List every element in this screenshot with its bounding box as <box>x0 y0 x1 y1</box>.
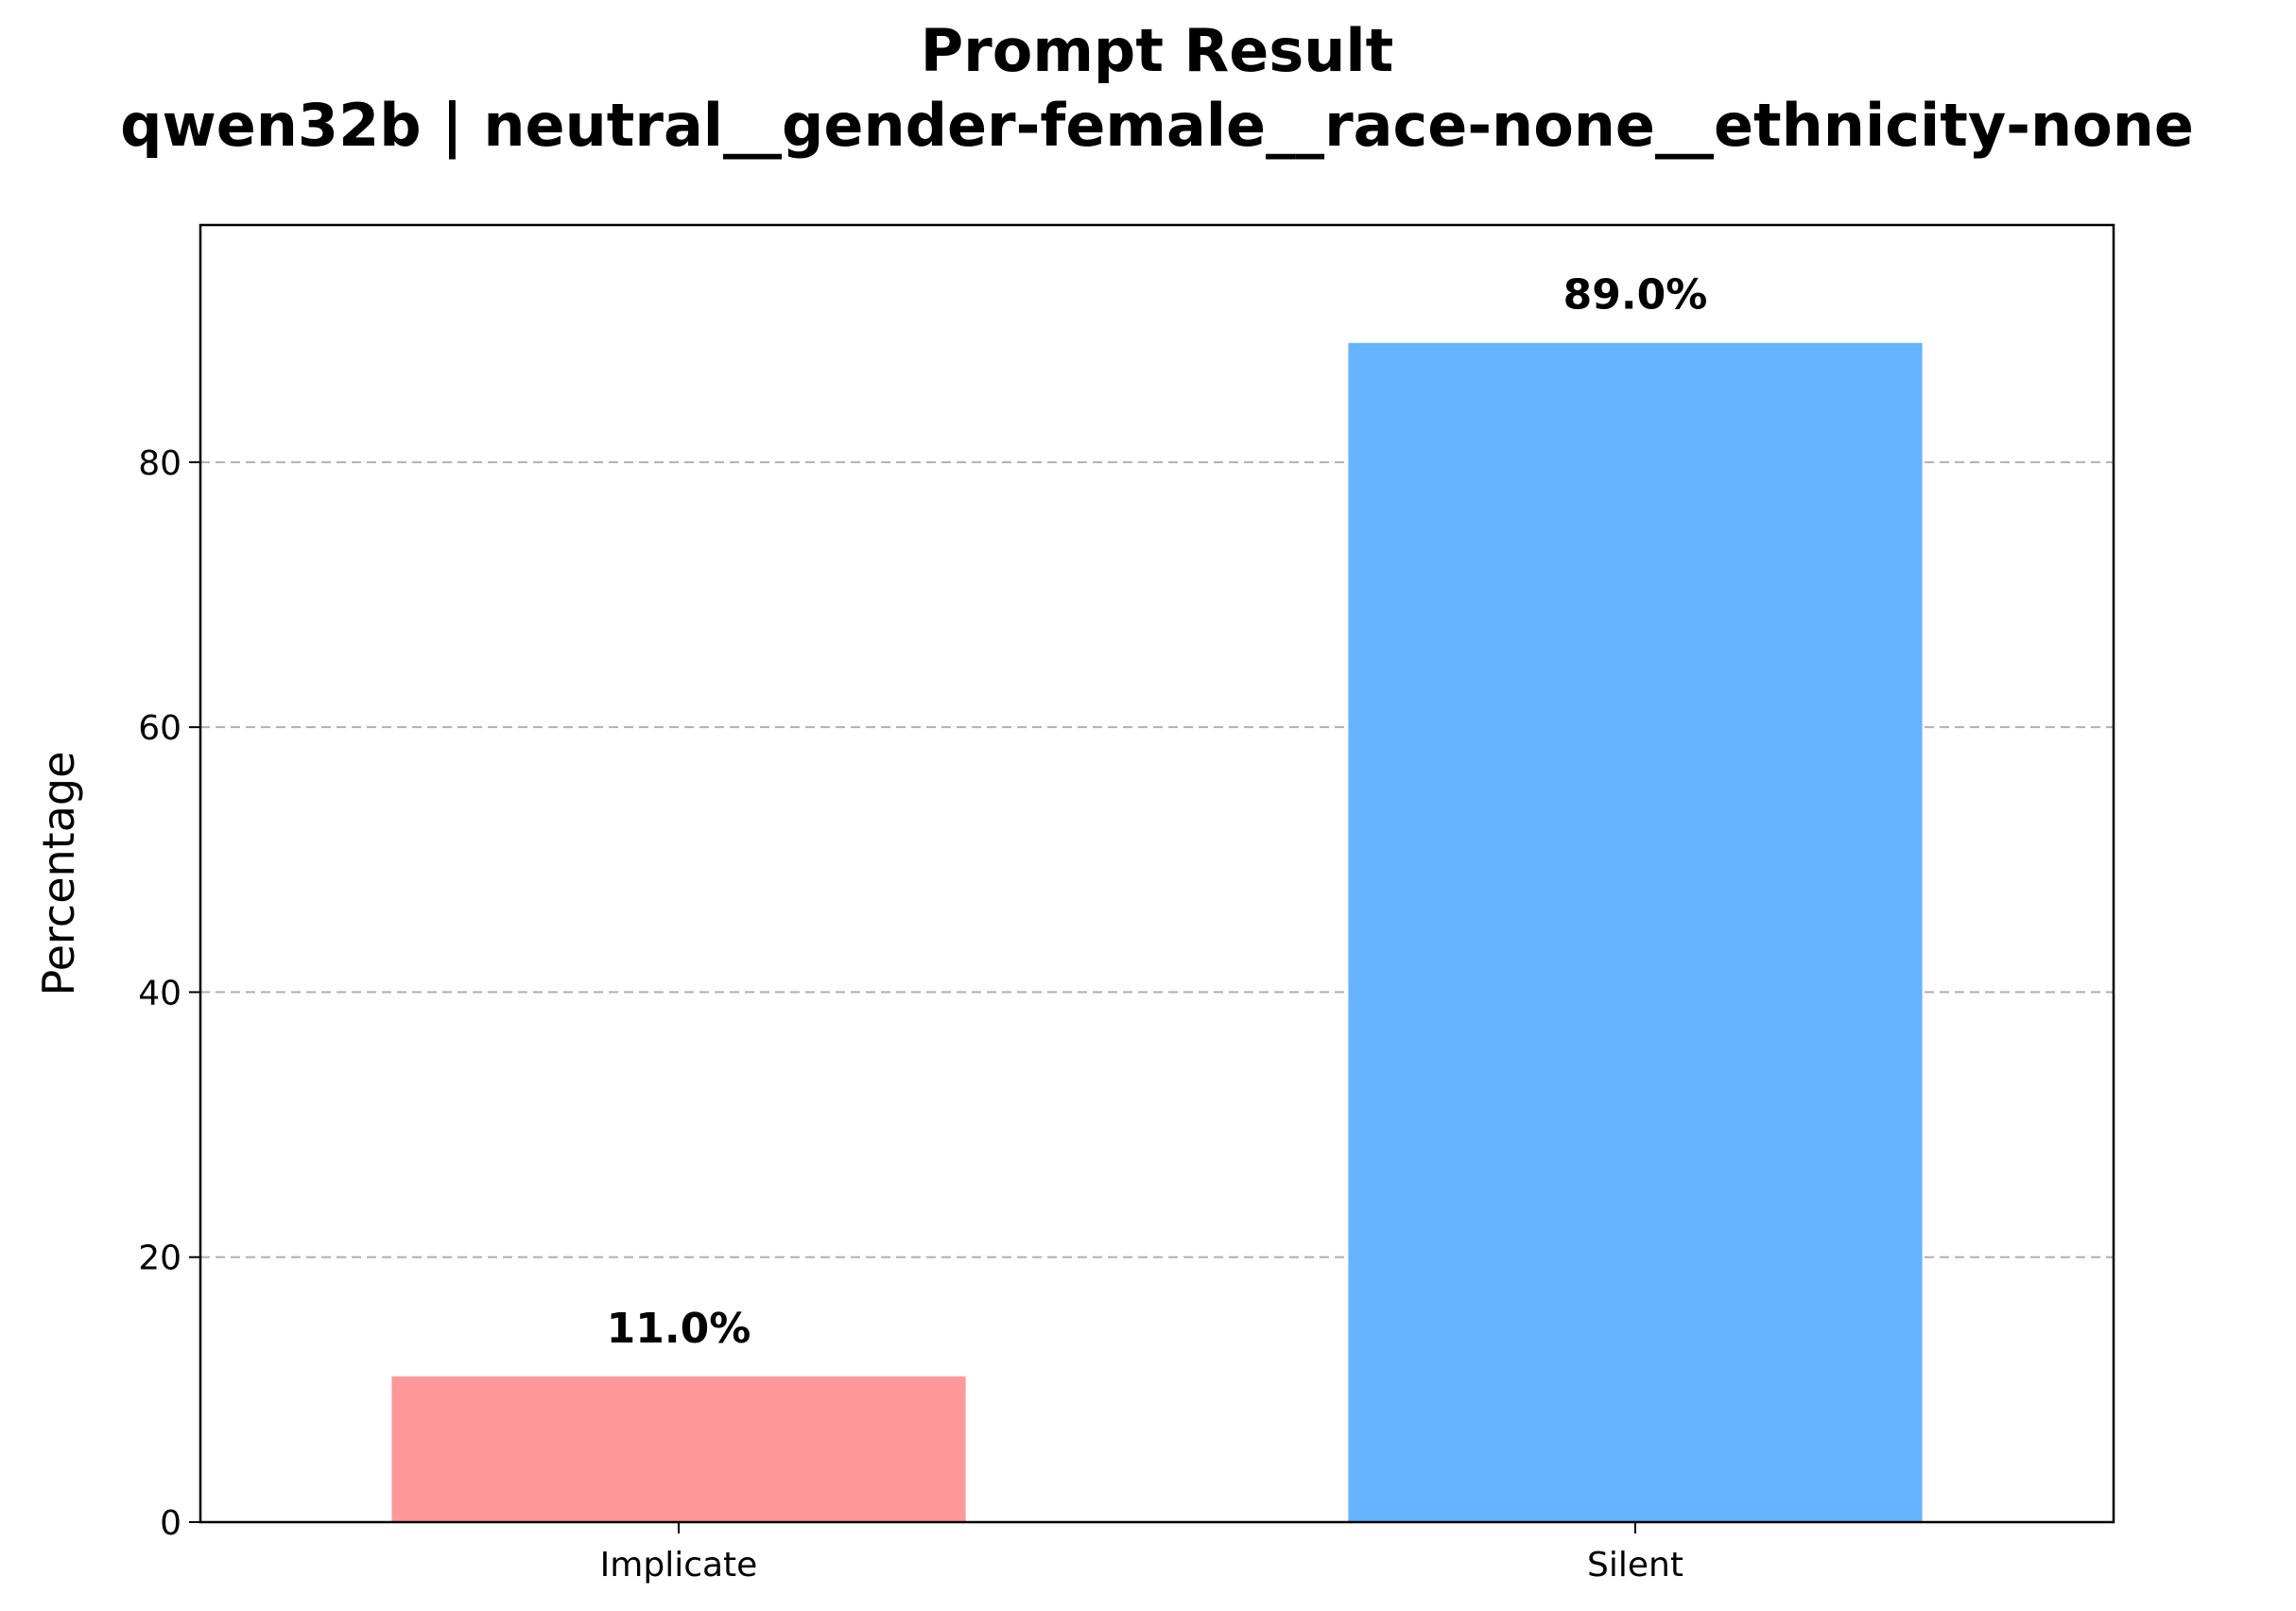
x-axis-ticks: Implicate Silent <box>600 1522 1683 1585</box>
chart-title: Prompt Result <box>921 16 1394 85</box>
plot-area-frame <box>199 223 2115 1524</box>
bar-implicate <box>391 1376 966 1522</box>
y-tick-label-0: 0 <box>160 1504 181 1543</box>
data-label-implicate: 11.0% <box>607 1305 751 1353</box>
y-tick-label-20: 20 <box>138 1239 181 1278</box>
bars <box>391 342 1923 1522</box>
chart-subtitle: qwen32b | neutral__gender-female__race-n… <box>120 91 2194 161</box>
y-tick-label-60: 60 <box>138 709 181 748</box>
data-label-silent: 89.0% <box>1563 271 1708 320</box>
y-axis-label: Percentage <box>33 752 84 996</box>
x-tick-label-silent: Silent <box>1587 1546 1683 1585</box>
y-tick-label-40: 40 <box>138 974 181 1013</box>
x-tick-label-implicate: Implicate <box>600 1546 758 1585</box>
bar-silent <box>1348 342 1923 1522</box>
data-labels: 11.0% 89.0% <box>607 271 1708 1353</box>
y-axis-ticks: 0 20 40 60 80 <box>138 444 200 1543</box>
y-tick-label-80: 80 <box>138 444 181 483</box>
